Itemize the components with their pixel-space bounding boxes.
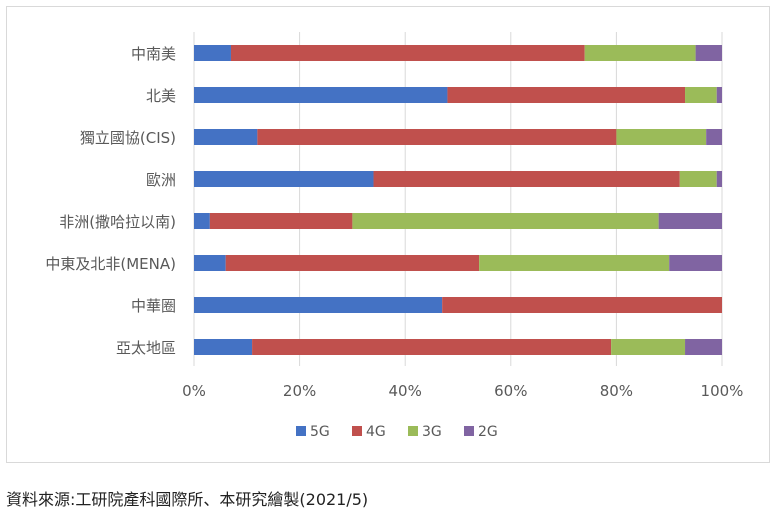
category-label: 中南美	[131, 45, 176, 63]
bar-segment	[194, 129, 258, 145]
legend: 5G 4G 3G 2G	[296, 424, 498, 440]
bar-segment	[209, 213, 353, 229]
bar-segment	[685, 87, 717, 103]
legend-label: 2G	[478, 424, 498, 440]
x-tick-labels: 0% 20% 40% 60% 80% 100%	[182, 382, 743, 400]
bar-segment	[194, 45, 231, 61]
bar-segment	[373, 171, 680, 187]
bar-segment	[194, 213, 210, 229]
category-label: 歐洲	[146, 171, 176, 189]
bar-segment	[669, 255, 722, 271]
chart-frame	[6, 6, 770, 463]
legend-swatch	[464, 426, 474, 436]
category-label: 北美	[146, 87, 176, 105]
bar-segment	[194, 297, 443, 313]
bar-segment	[695, 45, 722, 61]
category-label: 非洲(撒哈拉以南)	[59, 213, 176, 231]
bar-segment	[616, 129, 707, 145]
x-tick-label: 0%	[182, 382, 206, 400]
bar-segment	[194, 87, 448, 103]
x-tick-label: 40%	[389, 382, 422, 400]
x-tick-label: 80%	[600, 382, 633, 400]
bar-segment	[352, 213, 659, 229]
bar-segment	[447, 87, 686, 103]
bar-segment	[611, 339, 686, 355]
bar-segment	[194, 171, 374, 187]
legend-swatch	[352, 426, 362, 436]
legend-label: 5G	[310, 424, 330, 440]
bar-segment	[658, 213, 722, 229]
bar-segment	[194, 339, 253, 355]
category-label: 中華圈	[131, 297, 176, 315]
legend-label: 3G	[422, 424, 442, 440]
category-label: 中東及北非(MENA)	[45, 255, 176, 273]
x-tick-label: 60%	[494, 382, 527, 400]
bar-segment	[716, 171, 722, 187]
legend-swatch	[408, 426, 418, 436]
legend-label: 4G	[366, 424, 386, 440]
bar-segment	[685, 339, 722, 355]
category-label: 獨立國協(CIS)	[80, 129, 176, 147]
bar-segment	[225, 255, 480, 271]
bars	[194, 45, 722, 355]
legend-swatch	[296, 426, 306, 436]
gridlines	[193, 32, 723, 366]
bar-segment	[679, 171, 717, 187]
bar-segment	[584, 45, 696, 61]
source-note: 資料來源:工研院產科國際所、本研究繪製(2021/5)	[6, 490, 369, 509]
bar-segment	[194, 255, 226, 271]
bar-segment	[230, 45, 585, 61]
bar-segment	[706, 129, 722, 145]
x-tick-label: 100%	[701, 382, 744, 400]
bar-segment	[442, 297, 722, 313]
bar-segment	[252, 339, 612, 355]
bar-segment	[257, 129, 617, 145]
category-label: 亞太地區	[116, 339, 176, 357]
bar-segment	[479, 255, 670, 271]
bar-segment	[716, 87, 722, 103]
x-tick-label: 20%	[283, 382, 316, 400]
